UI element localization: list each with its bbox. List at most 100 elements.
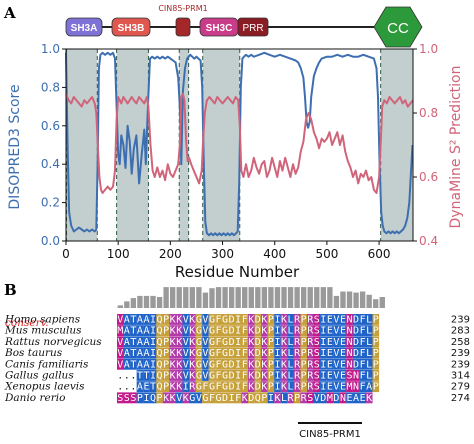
- residue-letter: D: [353, 326, 359, 337]
- residue-letter: P: [373, 382, 379, 393]
- residue-cell: [248, 347, 255, 359]
- residue-letter: L: [366, 337, 372, 348]
- residue-cell: [365, 358, 373, 370]
- residue-letter: E: [340, 371, 346, 382]
- residue-letter: G: [209, 337, 215, 348]
- residue-letter: A: [366, 382, 372, 393]
- residue-cell: [248, 370, 255, 381]
- residue-letter: D: [229, 337, 235, 348]
- residue-letter: L: [366, 348, 372, 359]
- residue-cell: [365, 381, 373, 393]
- conservation-bar: [281, 287, 287, 308]
- residue-cell: [326, 381, 334, 393]
- residue-letter: A: [353, 393, 359, 404]
- residue-letter: I: [274, 382, 280, 393]
- residue-letter: E: [347, 393, 353, 404]
- conservation-bar: [333, 295, 340, 308]
- residue-cell: [117, 358, 124, 370]
- species-name: Mus musculus: [4, 325, 82, 337]
- residue-cell: [320, 370, 327, 381]
- residue-letter: D: [229, 326, 235, 337]
- residue-letter: K: [281, 326, 287, 337]
- residue-cell: [254, 358, 262, 370]
- residue-letter: K: [170, 337, 176, 348]
- residue-letter: V: [333, 371, 339, 382]
- conservation-bar: [320, 287, 326, 308]
- y-tick-label-right: 1.0: [419, 42, 438, 56]
- residue-cell: [221, 325, 229, 337]
- residue-cell: [372, 325, 380, 337]
- residue-cell: [143, 314, 150, 325]
- residue-letter: S: [314, 326, 320, 337]
- conservation-bar: [228, 287, 235, 308]
- residue-letter: T: [130, 326, 136, 337]
- residue-cell: [202, 325, 209, 337]
- conservation-bar: [189, 287, 195, 308]
- residue-cell: [215, 314, 222, 325]
- residue-letter: .: [117, 382, 123, 393]
- residue-cell: [241, 381, 249, 393]
- shaded-region: [202, 49, 240, 241]
- residue-cell: [228, 325, 235, 337]
- residue-cell: [175, 358, 183, 370]
- residue-letter: A: [143, 348, 149, 359]
- residue-letter: K: [281, 315, 287, 326]
- residue-cell: [202, 347, 209, 359]
- residue-letter: A: [143, 315, 149, 326]
- conservation-bar: [130, 298, 137, 308]
- panel-b-letter: B: [4, 281, 17, 299]
- conservation-bar: [359, 291, 366, 308]
- residue-letter: G: [196, 359, 202, 370]
- residue-letter: L: [288, 315, 294, 326]
- residue-cell: [136, 325, 144, 337]
- residue-letter: E: [340, 359, 346, 370]
- residue-letter: K: [261, 371, 267, 382]
- residue-letter: P: [163, 315, 169, 326]
- x-axis-label: Residue Number: [175, 263, 300, 281]
- conservation-bar: [366, 294, 372, 308]
- residue-cell: [359, 325, 366, 337]
- residue-letter: K: [189, 315, 195, 326]
- dynamine-series-line: [65, 92, 414, 194]
- residue-letter: V: [202, 359, 208, 370]
- residue-letter: D: [255, 359, 261, 370]
- residue-cell: [143, 336, 150, 348]
- residue-letter: K: [281, 337, 287, 348]
- y-axis-label-right: DynaMine S² Prediction: [448, 66, 464, 229]
- residue-letter: F: [235, 393, 241, 404]
- residue-letter: P: [268, 315, 274, 326]
- residue-letter: F: [216, 359, 222, 370]
- residue-cell: [333, 370, 340, 381]
- conservation-bars: [117, 287, 385, 308]
- residue-cell: [287, 370, 294, 381]
- residue-cell: [372, 370, 380, 381]
- residue-letter: N: [347, 348, 353, 359]
- residue-letter: K: [189, 371, 195, 382]
- residue-cell: [346, 358, 353, 370]
- residue-letter: R: [307, 337, 314, 348]
- residue-cell: [195, 347, 203, 359]
- residue-letter: E: [327, 382, 333, 393]
- residue-letter: S: [314, 382, 320, 393]
- residue-letter: I: [150, 371, 156, 382]
- residue-letter: L: [288, 371, 294, 382]
- residue-letter: V: [202, 315, 208, 326]
- residue-cell: [123, 314, 131, 325]
- conservation-bar: [170, 287, 176, 308]
- residue-cell: [221, 347, 229, 359]
- residue-letter: I: [235, 348, 241, 359]
- conservation-bar: [215, 287, 222, 308]
- residue-cell: [189, 370, 196, 381]
- conservation-bar: [274, 287, 281, 308]
- residue-letter: R: [307, 382, 314, 393]
- residue-cell: [372, 336, 380, 348]
- residue-letter: K: [170, 326, 176, 337]
- residue-letter: I: [235, 371, 241, 382]
- residue-cell: [274, 336, 281, 348]
- residue-cell: [365, 314, 373, 325]
- residue-letter: F: [216, 326, 222, 337]
- plot-frame: [65, 48, 414, 242]
- residue-letter: S: [314, 315, 320, 326]
- sequence-end-number: 283: [451, 326, 470, 337]
- residue-cell: [130, 347, 137, 359]
